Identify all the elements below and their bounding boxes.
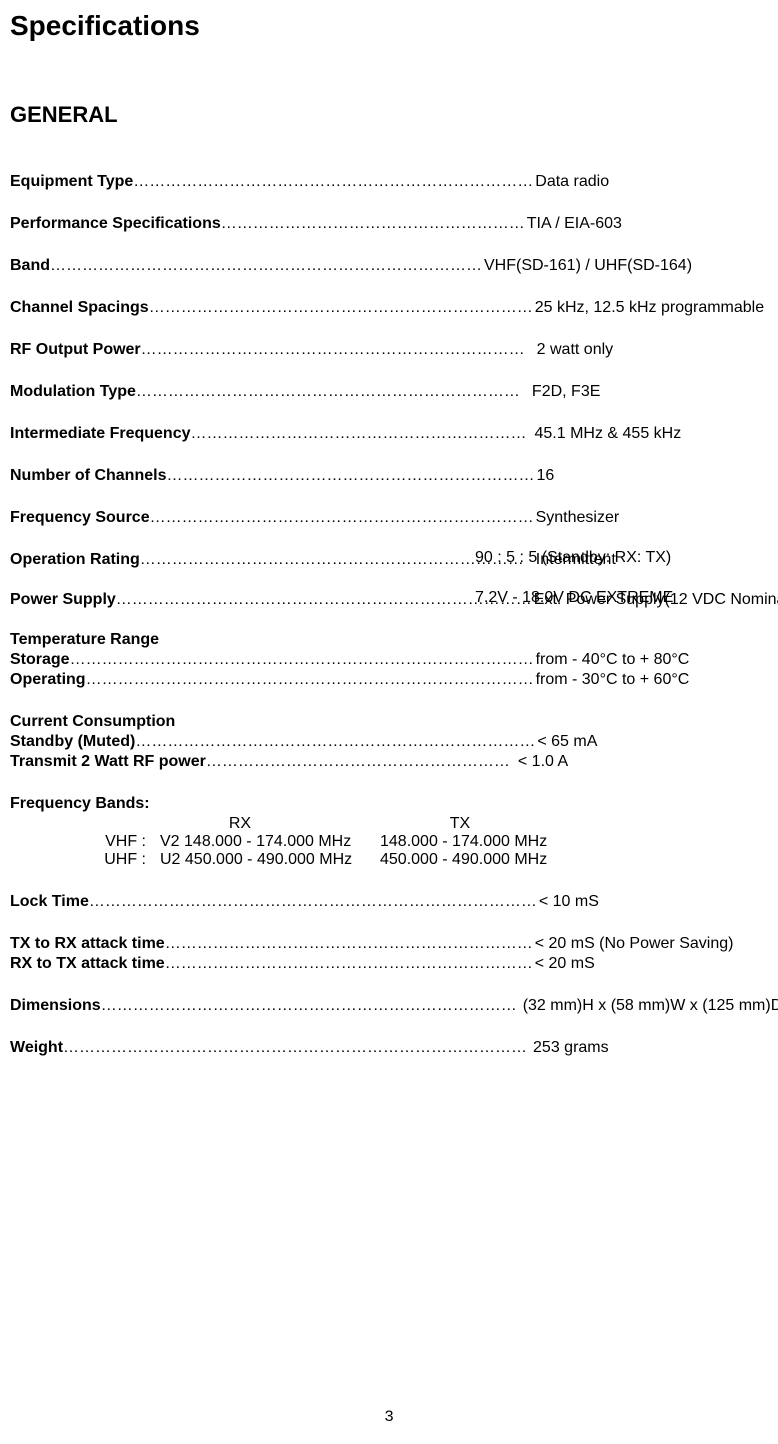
value-storage: from - 40°C to + 80°C xyxy=(534,651,690,669)
row-perf-spec: Performance Specifications …………………………………… xyxy=(10,215,768,233)
header-current-cons: Current Consumption xyxy=(10,713,768,731)
dots: …………………………………………………………… xyxy=(166,467,534,485)
dots: …………………………………………………………… xyxy=(165,935,533,953)
label-channel-spacings: Channel Spacings xyxy=(10,299,149,317)
label-operating: Operating xyxy=(10,671,86,689)
row-freq-source: Frequency Source ……………………………………………………………… xyxy=(10,509,768,527)
label-num-channels: Number of Channels xyxy=(10,467,166,485)
header-freq-bands: Frequency Bands: xyxy=(10,795,768,813)
freq-uhf-rx: U2 450.000 - 490.000 MHz xyxy=(160,851,380,869)
dots: …………………………………………………………………… xyxy=(116,591,532,609)
value-lock-time: < 10 mS xyxy=(537,893,599,911)
value-modulation: F2D, F3E xyxy=(520,383,600,401)
dots: ……………………………………………………………………… xyxy=(50,257,482,275)
freq-header-row: RX TX xyxy=(10,815,768,833)
row-tx-rx: TX to RX attack time …………………………………………………… xyxy=(10,935,768,953)
dots: ………………………………………………………………… xyxy=(133,173,533,191)
header-temp-range: Temperature Range xyxy=(10,631,768,649)
page: Specifications GENERAL Equipment Type ……… xyxy=(0,0,778,1444)
value-tx-rx: < 20 mS (No Power Saving) xyxy=(533,935,734,953)
label-standby: Standby (Muted) xyxy=(10,733,135,751)
dots: ……………………………………………………………… xyxy=(136,383,520,401)
value-rf-output: 2 watt only xyxy=(525,341,613,359)
dots: …………………………………………………………………… xyxy=(101,997,517,1015)
label-rx-tx: RX to TX attack time xyxy=(10,955,165,973)
value-weight: 253 grams xyxy=(527,1039,609,1057)
label-weight: Weight xyxy=(10,1039,63,1057)
row-operating: Operating ………………………………………………………………………… f… xyxy=(10,671,768,689)
page-title: Specifications xyxy=(10,10,768,42)
value-dimensions: (32 mm)H x (58 mm)W x (125 mm)D xyxy=(517,997,778,1015)
label-perf-spec: Performance Specifications xyxy=(10,215,221,233)
dots: ………………………………………………………………………… xyxy=(86,671,534,689)
value-band: VHF(SD-161) / UHF(SD-164) xyxy=(482,257,692,275)
row-band: Band ……………………………………………………………………… VHF(SD-… xyxy=(10,257,768,275)
row-weight: Weight …………………………………………………………………………… 253… xyxy=(10,1039,768,1057)
value-op-rating-2: 90 : 5 : 5 (Standby: RX: TX) xyxy=(475,549,768,567)
dots: …………………………………………………………………………… xyxy=(70,651,534,669)
value-equipment-type: Data radio xyxy=(533,173,609,191)
row-modulation: Modulation Type ………………………………………………………………… xyxy=(10,383,768,401)
row-transmit: Transmit 2 Watt RF power ………………………………………… xyxy=(10,753,768,771)
row-lock-time: Lock Time ………………………………………………………………………… <… xyxy=(10,893,768,911)
dots: ………………………………………………… xyxy=(221,215,525,233)
freq-vhf-rx: V2 148.000 - 174.000 MHz xyxy=(160,833,380,851)
label-storage: Storage xyxy=(10,651,70,669)
row-channel-spacings: Channel Spacings ……………………………………………………………… xyxy=(10,299,768,317)
freq-uhf-label: UHF : xyxy=(10,851,160,869)
row-storage: Storage …………………………………………………………………………… fr… xyxy=(10,651,768,669)
value-intermediate-freq: 45.1 MHz & 455 kHz xyxy=(527,425,682,443)
value-transmit: < 1.0 A xyxy=(510,753,568,771)
freq-vhf-tx: 148.000 - 174.000 MHz xyxy=(380,833,600,851)
row-dimensions: Dimensions …………………………………………………………………… (3… xyxy=(10,997,768,1015)
row-num-channels: Number of Channels ………………………………………………………… xyxy=(10,467,768,485)
value-num-channels: 16 xyxy=(534,467,554,485)
freq-uhf-tx: 450.000 - 490.000 MHz xyxy=(380,851,600,869)
label-freq-source: Frequency Source xyxy=(10,509,150,527)
label-tx-rx: TX to RX attack time xyxy=(10,935,165,953)
label-intermediate-freq: Intermediate Frequency xyxy=(10,425,191,443)
row-rf-output: RF Output Power ………………………………………………………………… xyxy=(10,341,768,359)
label-band: Band xyxy=(10,257,50,275)
dots: ……………………………………………………………… xyxy=(149,299,533,317)
label-transmit: Transmit 2 Watt RF power xyxy=(10,753,206,771)
value-operating: from - 30°C to + 60°C xyxy=(534,671,690,689)
value-freq-source: Synthesizer xyxy=(534,509,620,527)
dots: ……………………………………………………………… xyxy=(141,341,525,359)
freq-rx-header: RX xyxy=(160,815,380,833)
label-dimensions: Dimensions xyxy=(10,997,101,1015)
dots: …………………………………………………………………………… xyxy=(63,1039,527,1057)
row-standby: Standby (Muted) ………………………………………………………………… xyxy=(10,733,768,751)
label-lock-time: Lock Time xyxy=(10,893,89,911)
value-perf-spec: TIA / EIA-603 xyxy=(525,215,622,233)
freq-row-vhf: VHF : V2 148.000 - 174.000 MHz 148.000 -… xyxy=(10,833,768,851)
row-intermediate-freq: Intermediate Frequency ……………………………………………… xyxy=(10,425,768,443)
label-op-rating: Operation Rating xyxy=(10,551,140,569)
value-channel-spacings: 25 kHz, 12.5 kHz programmable xyxy=(533,299,764,317)
dots: ………………………………………………………………… xyxy=(135,733,535,751)
label-modulation: Modulation Type xyxy=(10,383,136,401)
value-standby: < 65 mA xyxy=(535,733,597,751)
dots: ……………………………………………………………… xyxy=(140,551,524,569)
freq-tx-header: TX xyxy=(380,815,600,833)
freq-vhf-label: VHF : xyxy=(10,833,160,851)
row-rx-tx: RX to TX attack time …………………………………………………… xyxy=(10,955,768,973)
value-rx-tx: < 20 mS xyxy=(533,955,595,973)
label-rf-output: RF Output Power xyxy=(10,341,141,359)
dots: ………………………………………………………………………… xyxy=(89,893,537,911)
row-equipment-type: Equipment Type …………………………………………………………………… xyxy=(10,173,768,191)
label-equipment-type: Equipment Type xyxy=(10,173,133,191)
dots: ……………………………………………………………… xyxy=(150,509,534,527)
label-power-supply: Power Supply xyxy=(10,591,116,609)
dots: ………………………………………………… xyxy=(206,753,510,771)
freq-blank xyxy=(10,815,160,833)
freq-row-uhf: UHF : U2 450.000 - 490.000 MHz 450.000 -… xyxy=(10,851,768,869)
section-heading: GENERAL xyxy=(10,102,768,128)
dots: ……………………………………………………… xyxy=(191,425,527,443)
freq-bands-table: RX TX VHF : V2 148.000 - 174.000 MHz 148… xyxy=(10,815,768,869)
dots: …………………………………………………………… xyxy=(165,955,533,973)
page-number: 3 xyxy=(0,1408,778,1426)
